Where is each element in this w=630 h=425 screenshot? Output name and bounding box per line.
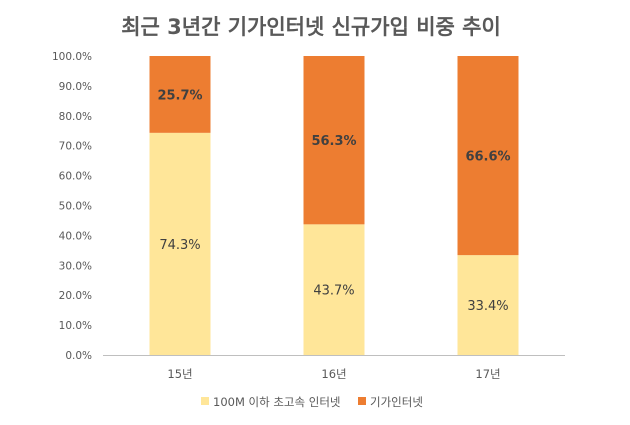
x-tick-label: 15년 — [167, 367, 192, 381]
y-tick-label: 10.0% — [59, 320, 92, 332]
bar-segment-100m — [457, 255, 519, 355]
y-tick-label: 0.0% — [65, 350, 92, 362]
y-tick-label: 50.0% — [59, 201, 92, 213]
legend: 100M 이하 초고속 인터넷 기가인터넷 — [201, 395, 423, 409]
y-tick-label: 40.0% — [59, 230, 92, 242]
x-tick-label: 16년 — [321, 367, 346, 381]
legend-label: 기가인터넷 — [370, 395, 423, 409]
bar-segment-giga — [457, 56, 519, 256]
legend-swatch — [201, 397, 209, 405]
data-label: 43.7% — [313, 284, 354, 299]
x-axis: 15년 16년 17년 — [103, 355, 565, 381]
data-label: 66.6% — [465, 150, 510, 165]
y-tick-label: 90.0% — [59, 81, 92, 93]
legend-label: 100M 이하 초고속 인터넷 — [213, 395, 340, 409]
x-tick-label: 17년 — [475, 367, 500, 381]
data-label: 56.3% — [311, 134, 356, 149]
y-axis: 0.0% 10.0% 20.0% 30.0% 40.0% 50.0% 60.0% 70.0% 8… — [52, 51, 92, 362]
data-label: 74.3% — [159, 238, 200, 253]
bar-segment-100m — [303, 224, 365, 355]
data-label: 33.4% — [467, 299, 508, 314]
bars: 74.3% 25.7% 43.7% 56.3% 33.4% 66.6% — [149, 56, 519, 355]
y-tick-label: 30.0% — [59, 260, 92, 272]
y-tick-label: 60.0% — [59, 171, 92, 183]
y-tick-label: 100.0% — [52, 51, 92, 63]
y-tick-label: 20.0% — [59, 290, 92, 302]
data-label: 25.7% — [157, 88, 202, 103]
bar-segment-giga — [303, 56, 365, 225]
bar-segment-100m — [149, 132, 211, 355]
y-tick-label: 70.0% — [59, 141, 92, 153]
bar-segment-giga — [149, 56, 211, 133]
chart-title: 최근 3년간 기가인터넷 신규가입 비중 추이 — [121, 15, 501, 39]
y-tick-label: 80.0% — [59, 111, 92, 123]
legend-swatch — [358, 397, 366, 405]
